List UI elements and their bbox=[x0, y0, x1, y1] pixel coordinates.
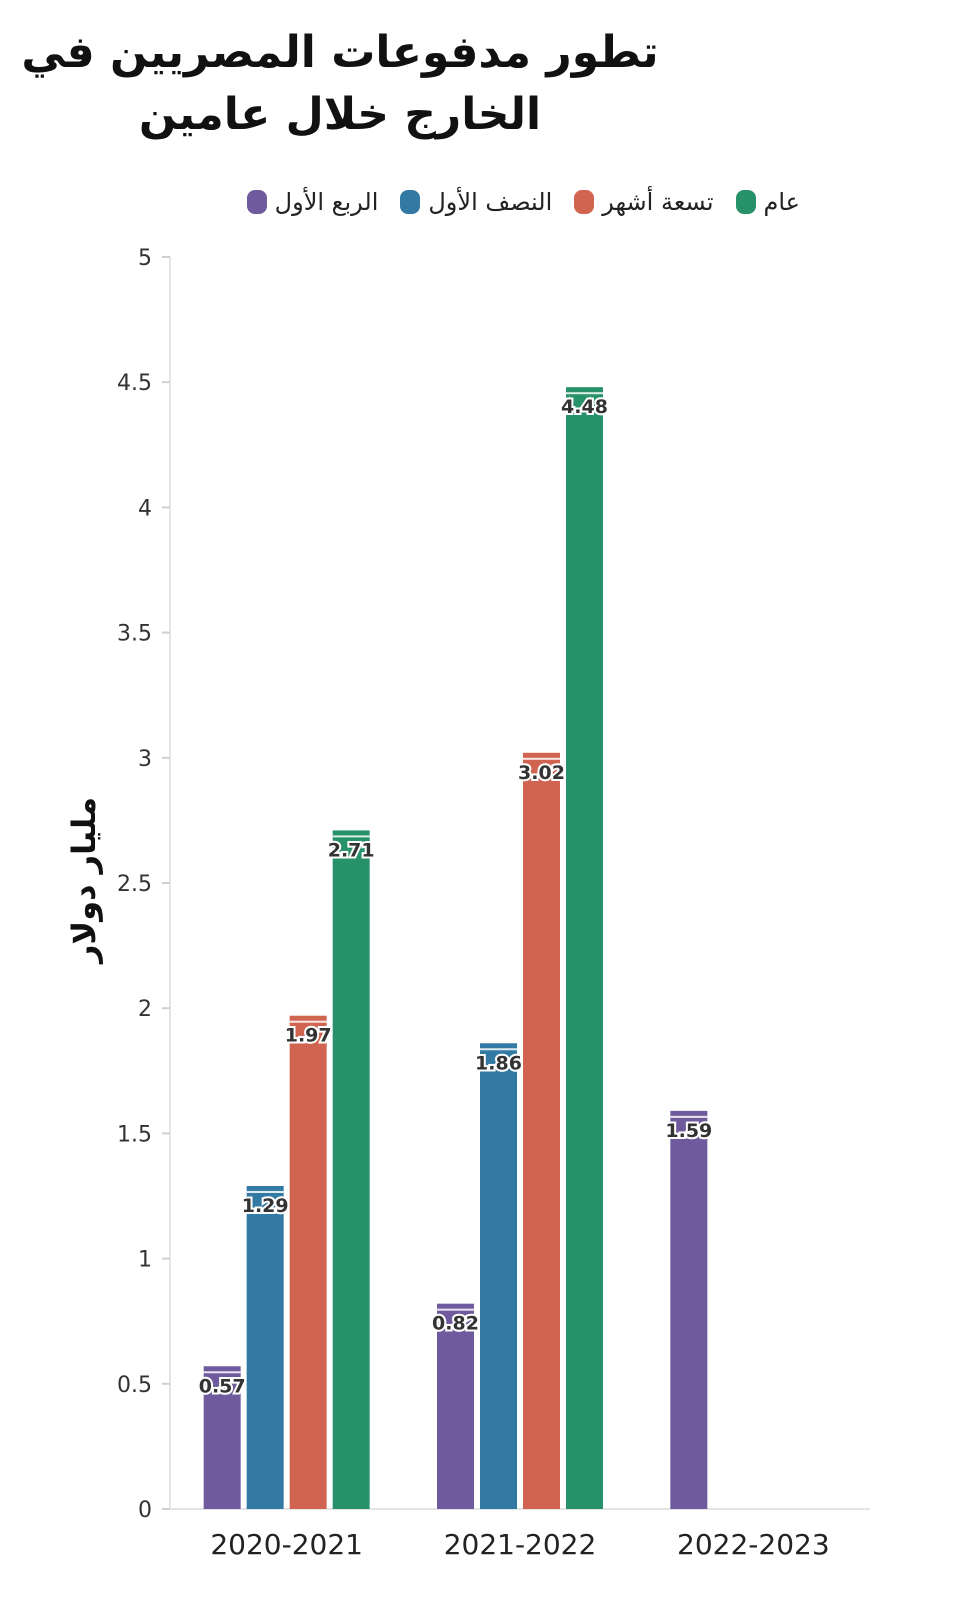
y-tick-label: 1.5 bbox=[117, 1122, 152, 1147]
bar bbox=[203, 1366, 241, 1509]
legend-label-first-quarter: الربع الأول bbox=[274, 188, 379, 216]
legend-label-nine-months: تسعة أشهر bbox=[602, 188, 714, 216]
legend-item-nine-months[interactable]: تسعة أشهر bbox=[574, 188, 714, 216]
legend-label-year: عام bbox=[763, 188, 801, 216]
bar-top-highlight bbox=[203, 1371, 241, 1374]
data-label: 0.82 bbox=[432, 1313, 479, 1335]
x-tick-label: 2021-2022 bbox=[444, 1528, 597, 1561]
bar bbox=[332, 830, 370, 1509]
bar bbox=[246, 1185, 284, 1509]
chart-title: تطور مدفوعات المصريين في الخارج خلال عام… bbox=[21, 27, 659, 140]
y-tick-label: 5 bbox=[138, 246, 152, 271]
legend-label-first-half: النصف الأول bbox=[428, 188, 553, 216]
bar-top-highlight bbox=[437, 1308, 474, 1311]
y-tick-label: 2 bbox=[138, 997, 152, 1022]
legend: عام تسعة أشهر النصف الأول الربع الأول bbox=[130, 188, 800, 216]
data-label: 1.86 bbox=[475, 1052, 522, 1074]
data-label: 4.48 bbox=[561, 396, 608, 418]
bar bbox=[566, 387, 603, 1509]
bar bbox=[289, 1015, 327, 1509]
bar-top-highlight bbox=[246, 1190, 284, 1193]
x-tick-label: 2020-2021 bbox=[210, 1528, 363, 1561]
legend-item-year[interactable]: عام bbox=[735, 188, 801, 216]
y-tick-label: 0 bbox=[138, 1498, 152, 1523]
y-tick-label: 0.5 bbox=[117, 1373, 152, 1398]
legend-swatch-first-half bbox=[400, 190, 421, 214]
data-label: 1.29 bbox=[242, 1195, 289, 1217]
bar-top-highlight bbox=[480, 1048, 517, 1051]
x-tick-label: 2022-2023 bbox=[677, 1528, 830, 1561]
bar-top-highlight bbox=[523, 757, 560, 760]
legend-swatch-first-quarter bbox=[246, 190, 267, 214]
bar bbox=[523, 752, 560, 1509]
legend-swatch-nine-months bbox=[574, 190, 595, 214]
y-tick-label: 4 bbox=[138, 496, 152, 521]
legend-item-first-half[interactable]: النصف الأول bbox=[400, 188, 552, 216]
data-label: 2.71 bbox=[328, 839, 375, 861]
y-tick-label: 1 bbox=[138, 1248, 152, 1273]
bar bbox=[437, 1303, 474, 1509]
bar bbox=[670, 1110, 708, 1509]
data-label: 1.97 bbox=[285, 1025, 332, 1047]
legend-swatch-year bbox=[735, 190, 756, 214]
bar-top-highlight bbox=[670, 1115, 708, 1118]
data-label: 0.57 bbox=[199, 1375, 246, 1397]
y-tick-label: 3.5 bbox=[117, 622, 152, 647]
bar-top-highlight bbox=[332, 835, 370, 838]
bar-top-highlight bbox=[289, 1020, 327, 1023]
y-tick-label: 3 bbox=[138, 747, 152, 772]
y-tick-label: 4.5 bbox=[117, 371, 152, 396]
y-tick-label: 2.5 bbox=[117, 872, 152, 897]
bar-top-highlight bbox=[566, 392, 603, 395]
data-label: 3.02 bbox=[518, 762, 565, 784]
data-label: 1.59 bbox=[665, 1120, 712, 1142]
bar bbox=[480, 1043, 517, 1509]
legend-item-first-quarter[interactable]: الربع الأول bbox=[246, 188, 379, 216]
